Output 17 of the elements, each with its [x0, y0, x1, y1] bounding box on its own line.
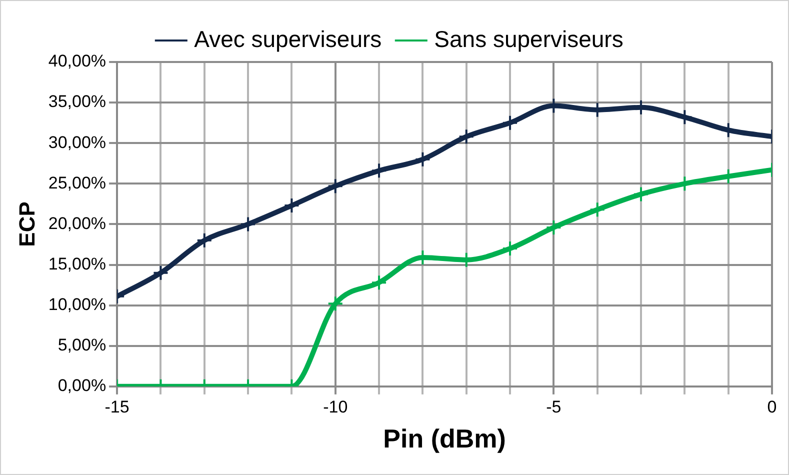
legend-label: Avec superviseurs [194, 26, 382, 52]
y-tick-label: 5,00% [58, 336, 106, 355]
x-tick-label: -10 [323, 397, 348, 416]
y-tick-label: 30,00% [48, 132, 106, 152]
x-tick-label: -5 [546, 397, 562, 416]
y-tick-label: 40,00% [48, 52, 106, 71]
x-axis-title: Pin (dBm) [383, 424, 506, 454]
y-tick-label: 25,00% [48, 173, 106, 192]
y-tick-label: 35,00% [48, 92, 106, 112]
y-tick-label: 15,00% [48, 254, 106, 274]
y-tick-label: 20,00% [48, 214, 106, 233]
legend-label: Sans superviseurs [434, 26, 624, 52]
x-tick-label: -15 [104, 397, 130, 416]
y-tick-label: 10,00% [48, 294, 106, 314]
y-axis-title: ECP [14, 202, 40, 247]
x-tick-label: 0 [767, 397, 777, 416]
y-tick-label: 0,00% [58, 376, 106, 396]
